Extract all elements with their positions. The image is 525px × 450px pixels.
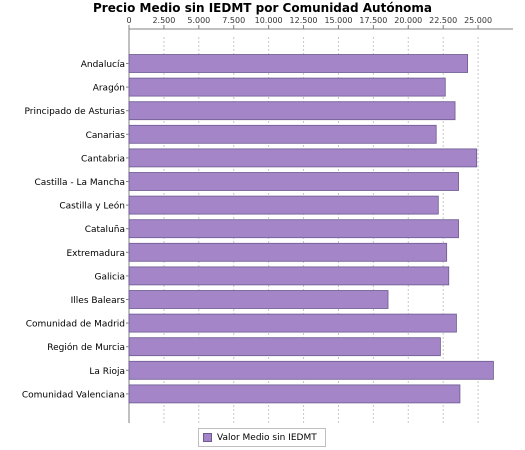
category-label: Aragón bbox=[93, 83, 125, 94]
bar bbox=[128, 54, 469, 73]
x-tick-label: 0 bbox=[126, 16, 131, 25]
x-tick-label: 10.000 bbox=[255, 16, 283, 25]
category-label: Comunidad de Madrid bbox=[26, 320, 125, 330]
x-tick-label: 17.500 bbox=[359, 16, 387, 25]
chart-title: Precio Medio sin IEDMT por Comunidad Aut… bbox=[93, 1, 432, 15]
category-label: Cantabria bbox=[81, 154, 125, 164]
bar bbox=[128, 266, 450, 286]
bar bbox=[128, 313, 457, 333]
x-tick-label: 12.500 bbox=[290, 16, 318, 25]
bar bbox=[128, 337, 441, 357]
legend-swatch bbox=[203, 433, 212, 442]
category-label: La Rioja bbox=[89, 367, 125, 377]
bar bbox=[128, 124, 437, 144]
bar bbox=[128, 77, 446, 97]
category-label: Extremadura bbox=[67, 249, 126, 259]
bar bbox=[128, 148, 478, 168]
category-label: Canarias bbox=[86, 131, 126, 141]
bar bbox=[128, 172, 459, 191]
category-label: Illes Balears bbox=[71, 296, 126, 306]
legend: Valor Medio sin IEDMT bbox=[198, 428, 326, 447]
category-label: Comunidad Valenciana bbox=[22, 390, 125, 400]
category-label: Cataluña bbox=[85, 225, 125, 235]
category-label: Castilla y León bbox=[59, 201, 125, 212]
bar bbox=[128, 242, 448, 262]
x-tick-label: 22.500 bbox=[429, 16, 457, 25]
x-tick-label: 2.500 bbox=[152, 16, 175, 25]
bar bbox=[128, 101, 456, 121]
x-tick-label: 25.000 bbox=[464, 16, 492, 25]
x-tick-label: 7.500 bbox=[222, 16, 245, 25]
x-tick-label: 5.000 bbox=[187, 16, 210, 25]
bar bbox=[128, 290, 389, 309]
category-label: Región de Murcia bbox=[47, 342, 125, 353]
bar bbox=[128, 219, 459, 239]
bar bbox=[128, 384, 461, 404]
category-label: Galicia bbox=[95, 272, 125, 282]
bar bbox=[128, 360, 494, 380]
category-label: Principado de Asturias bbox=[24, 107, 125, 117]
category-label: Andalucía bbox=[81, 60, 125, 70]
x-tick-label: 20.000 bbox=[394, 16, 422, 25]
category-label: Castilla - La Mancha bbox=[34, 178, 125, 188]
bar bbox=[128, 195, 439, 215]
legend-label: Valor Medio sin IEDMT bbox=[217, 432, 317, 443]
x-tick-label: 15.000 bbox=[324, 16, 352, 25]
